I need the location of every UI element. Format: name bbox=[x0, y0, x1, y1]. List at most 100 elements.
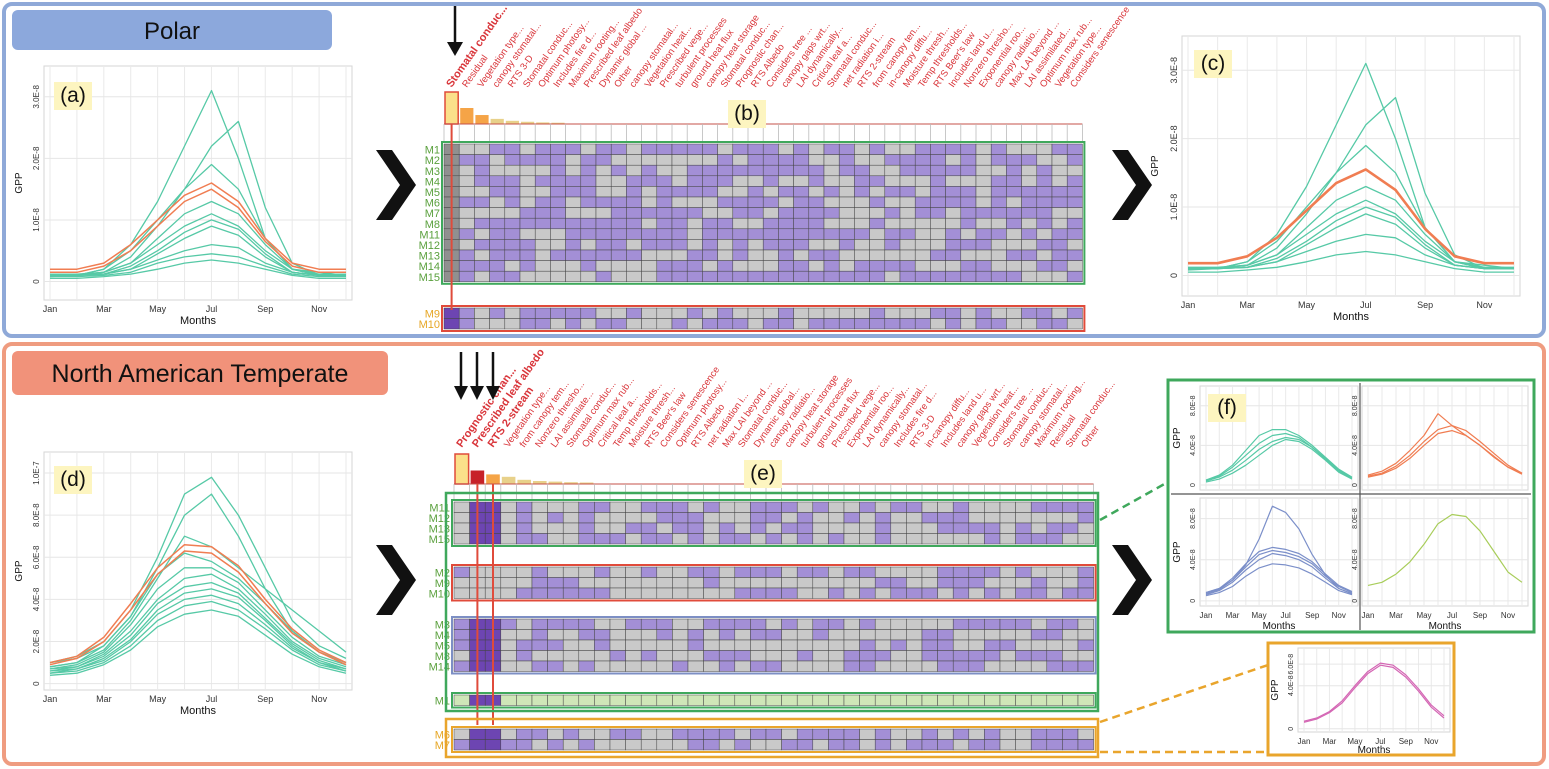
matrix-cell bbox=[869, 196, 886, 208]
matrix-cell bbox=[453, 522, 470, 534]
matrix-cell bbox=[838, 239, 855, 251]
matrix-cell bbox=[458, 307, 475, 319]
matrix-cell bbox=[828, 587, 845, 599]
matrix-cell bbox=[990, 186, 1007, 198]
matrix-cell bbox=[732, 249, 749, 261]
matrix-cell bbox=[874, 629, 892, 641]
histogram-bar bbox=[536, 122, 550, 124]
matrix-cell bbox=[984, 650, 1001, 662]
matrix-cell bbox=[1036, 143, 1053, 155]
chart-panel-f-top-left: 0 4.0E-8 8.0E-8 GPP bbox=[1172, 385, 1359, 491]
matrix-cell bbox=[578, 629, 595, 641]
matrix-cell bbox=[1051, 228, 1068, 240]
matrix-cell bbox=[609, 618, 626, 630]
matrix-cell bbox=[580, 207, 597, 219]
matrix-cell bbox=[990, 207, 1007, 219]
matrix-cell bbox=[656, 694, 673, 706]
matrix-cell bbox=[565, 217, 582, 230]
matrix-cell bbox=[930, 260, 946, 272]
matrix-cell bbox=[975, 260, 992, 272]
matrix-cell bbox=[516, 694, 533, 706]
matrix-cell bbox=[984, 566, 1001, 578]
matrix-cell bbox=[1066, 143, 1083, 155]
matrix-cell bbox=[930, 270, 946, 283]
series-line-orange bbox=[49, 543, 347, 664]
matrix-cell bbox=[702, 270, 718, 283]
matrix-cell bbox=[531, 618, 548, 630]
matrix-cell bbox=[500, 639, 517, 651]
matrix-cell bbox=[823, 307, 840, 319]
matrix-cell bbox=[781, 694, 798, 706]
x-tick-label: Jul bbox=[1375, 737, 1385, 746]
matrix-cell bbox=[458, 217, 475, 230]
matrix-cell bbox=[595, 196, 612, 208]
matrix-cell bbox=[656, 217, 673, 230]
model-label: M5 bbox=[425, 187, 440, 199]
matrix-cell bbox=[625, 522, 642, 534]
matrix-cell bbox=[859, 629, 876, 641]
x-tick-label: Sep bbox=[1399, 737, 1414, 746]
matrix-cell bbox=[859, 566, 876, 578]
matrix-cell bbox=[1036, 154, 1053, 166]
matrix-cell bbox=[1030, 566, 1048, 578]
matrix-cell bbox=[921, 629, 938, 641]
matrix-cell bbox=[968, 501, 985, 513]
matrix-cell bbox=[808, 207, 825, 219]
matrix-cell bbox=[1015, 522, 1032, 534]
matrix-cell bbox=[578, 577, 595, 589]
matrix-cell bbox=[671, 175, 688, 187]
matrix-cell bbox=[762, 143, 779, 155]
matrix-cell bbox=[793, 217, 810, 230]
matrix-cell bbox=[656, 260, 673, 272]
matrix-cell bbox=[641, 217, 658, 230]
matrix-cell bbox=[687, 533, 704, 545]
matrix-cell bbox=[921, 522, 938, 534]
matrix-cell bbox=[1051, 270, 1068, 283]
matrix-cell bbox=[578, 728, 595, 740]
matrix-cell bbox=[999, 639, 1016, 651]
matrix-cell bbox=[869, 154, 886, 166]
matrix-cell bbox=[453, 650, 470, 662]
matrix-cell bbox=[762, 307, 779, 319]
matrix-cell bbox=[610, 260, 627, 272]
matrix-cell bbox=[1046, 639, 1063, 651]
matrix-cell bbox=[562, 728, 580, 740]
matrix-cell bbox=[960, 207, 977, 219]
matrix-cell bbox=[899, 307, 916, 319]
matrix-cell bbox=[703, 587, 720, 599]
x-tick-label: Jul bbox=[206, 304, 218, 314]
panel-label-bg bbox=[1208, 394, 1246, 422]
x-tick-label: Mar bbox=[1389, 611, 1403, 620]
matrix-cell bbox=[474, 249, 490, 261]
matrix-cell bbox=[899, 143, 916, 155]
matrix-cell bbox=[672, 501, 689, 513]
matrix-cell bbox=[838, 318, 855, 330]
matrix-cell bbox=[703, 650, 720, 662]
matrix-cell bbox=[762, 207, 779, 219]
matrix-cell bbox=[1021, 307, 1038, 319]
matrix-cell bbox=[1062, 739, 1079, 751]
x-tick-label: Sep bbox=[1305, 611, 1320, 620]
matrix-cell bbox=[1036, 217, 1053, 230]
matrix-cell bbox=[534, 196, 551, 208]
matrix-cell bbox=[578, 618, 595, 630]
matrix-cell bbox=[609, 512, 626, 524]
matrix-cell bbox=[796, 739, 814, 751]
matrix-cell bbox=[778, 239, 794, 251]
matrix-cell bbox=[516, 739, 533, 751]
matrix-cell bbox=[519, 217, 536, 230]
matrix-cell bbox=[765, 629, 782, 641]
matrix-cell bbox=[937, 694, 954, 706]
matrix-cell bbox=[838, 186, 855, 198]
matrix-cell bbox=[968, 566, 985, 578]
matrix-cell bbox=[1006, 196, 1022, 208]
matrix-cell bbox=[960, 175, 977, 187]
matrix-cell bbox=[750, 512, 767, 524]
matrix-cell bbox=[937, 501, 954, 513]
matrix-cell bbox=[1062, 660, 1079, 672]
matrix-cell bbox=[812, 639, 829, 651]
matrix-cell bbox=[793, 307, 810, 319]
x-tick-label: Jul bbox=[1360, 300, 1372, 310]
matrix-cell bbox=[474, 207, 490, 219]
